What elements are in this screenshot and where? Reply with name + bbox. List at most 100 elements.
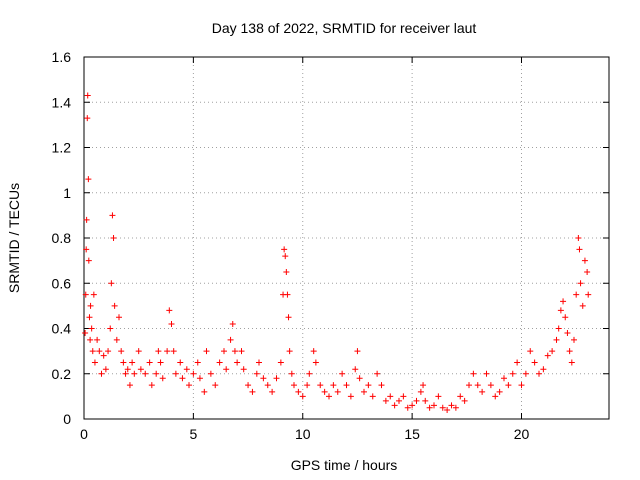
data-point xyxy=(306,370,313,377)
y-tick-label: 0 xyxy=(63,411,71,427)
x-tick-label: 0 xyxy=(80,426,88,442)
data-point xyxy=(573,291,580,298)
data-point xyxy=(352,366,359,373)
data-point xyxy=(264,382,271,389)
data-point xyxy=(304,382,311,389)
data-point xyxy=(168,320,175,327)
data-point xyxy=(343,382,350,389)
x-tick-label: 5 xyxy=(189,426,197,442)
data-point xyxy=(444,406,451,413)
data-point xyxy=(159,375,166,382)
data-point xyxy=(557,307,564,314)
data-point xyxy=(245,382,252,389)
data-point xyxy=(283,268,290,275)
data-point xyxy=(91,359,98,366)
y-axis-label: SRMTID / TECUs xyxy=(6,183,22,293)
data-point xyxy=(84,92,91,99)
data-point xyxy=(581,257,588,264)
data-point xyxy=(286,348,293,355)
data-point xyxy=(483,370,490,377)
y-tick-label: 0.4 xyxy=(52,321,72,337)
data-point xyxy=(110,235,117,241)
data-point xyxy=(310,348,317,355)
data-point xyxy=(89,348,96,355)
data-point xyxy=(354,348,361,355)
data-point xyxy=(129,359,136,366)
data-point xyxy=(501,375,507,382)
grid-lines xyxy=(84,57,609,419)
data-point xyxy=(234,359,241,366)
data-point xyxy=(470,370,477,377)
data-point xyxy=(203,348,210,355)
data-point xyxy=(253,370,260,377)
data-point xyxy=(196,375,203,382)
data-point xyxy=(122,370,129,377)
data-point xyxy=(238,348,245,355)
data-point xyxy=(105,348,112,355)
data-point xyxy=(111,302,118,309)
data-point xyxy=(157,359,164,366)
data-point xyxy=(585,291,592,298)
data-point xyxy=(404,404,411,411)
data-point xyxy=(221,348,227,355)
data-point xyxy=(177,359,184,366)
data-point xyxy=(431,402,437,409)
data-point xyxy=(334,388,341,395)
data-point xyxy=(540,366,547,373)
data-point xyxy=(339,370,346,377)
data-point xyxy=(369,393,376,400)
data-point xyxy=(227,336,234,343)
data-point xyxy=(179,375,186,382)
data-point xyxy=(365,382,372,389)
data-point xyxy=(527,348,534,355)
data-point xyxy=(531,359,538,366)
data-point xyxy=(229,320,236,327)
data-point xyxy=(100,352,107,359)
data-point xyxy=(269,388,276,395)
data-point xyxy=(564,330,571,337)
data-point xyxy=(120,359,127,366)
data-point xyxy=(291,382,297,389)
x-axis: 0 5 10 15 20 xyxy=(80,57,529,442)
data-point xyxy=(281,246,288,253)
data-point xyxy=(166,307,173,314)
data-point xyxy=(391,402,398,409)
data-point xyxy=(461,397,468,404)
data-point xyxy=(94,336,101,343)
data-point xyxy=(240,366,247,373)
data-point xyxy=(256,359,262,366)
x-tick-label: 15 xyxy=(404,426,420,442)
data-point xyxy=(135,348,142,355)
data-point xyxy=(505,382,512,389)
data-point xyxy=(172,370,179,377)
data-point xyxy=(190,370,197,377)
y-tick-label: 0.8 xyxy=(52,230,72,246)
data-point xyxy=(575,235,582,241)
data-point xyxy=(413,397,420,404)
y-tick-label: 1 xyxy=(63,185,71,201)
data-point xyxy=(544,352,551,359)
data-point xyxy=(382,397,389,404)
data-point xyxy=(496,388,503,395)
y-tick-label: 1.4 xyxy=(52,94,72,110)
data-point xyxy=(201,388,208,395)
data-point xyxy=(148,382,155,389)
data-point xyxy=(231,348,238,355)
data-point xyxy=(562,314,569,321)
data-point xyxy=(518,382,525,389)
plot-frame xyxy=(83,56,610,420)
data-point xyxy=(87,336,94,343)
data-point xyxy=(142,370,149,377)
data-point xyxy=(487,382,494,389)
data-point xyxy=(260,375,267,382)
data-point xyxy=(82,330,89,337)
data-point xyxy=(326,393,332,400)
data-point xyxy=(86,314,93,321)
data-point xyxy=(457,393,464,400)
data-point xyxy=(83,246,90,253)
data-point xyxy=(285,314,292,321)
data-point xyxy=(85,257,92,264)
data-point xyxy=(170,348,177,355)
data-point xyxy=(577,280,584,287)
data-point xyxy=(555,325,562,332)
